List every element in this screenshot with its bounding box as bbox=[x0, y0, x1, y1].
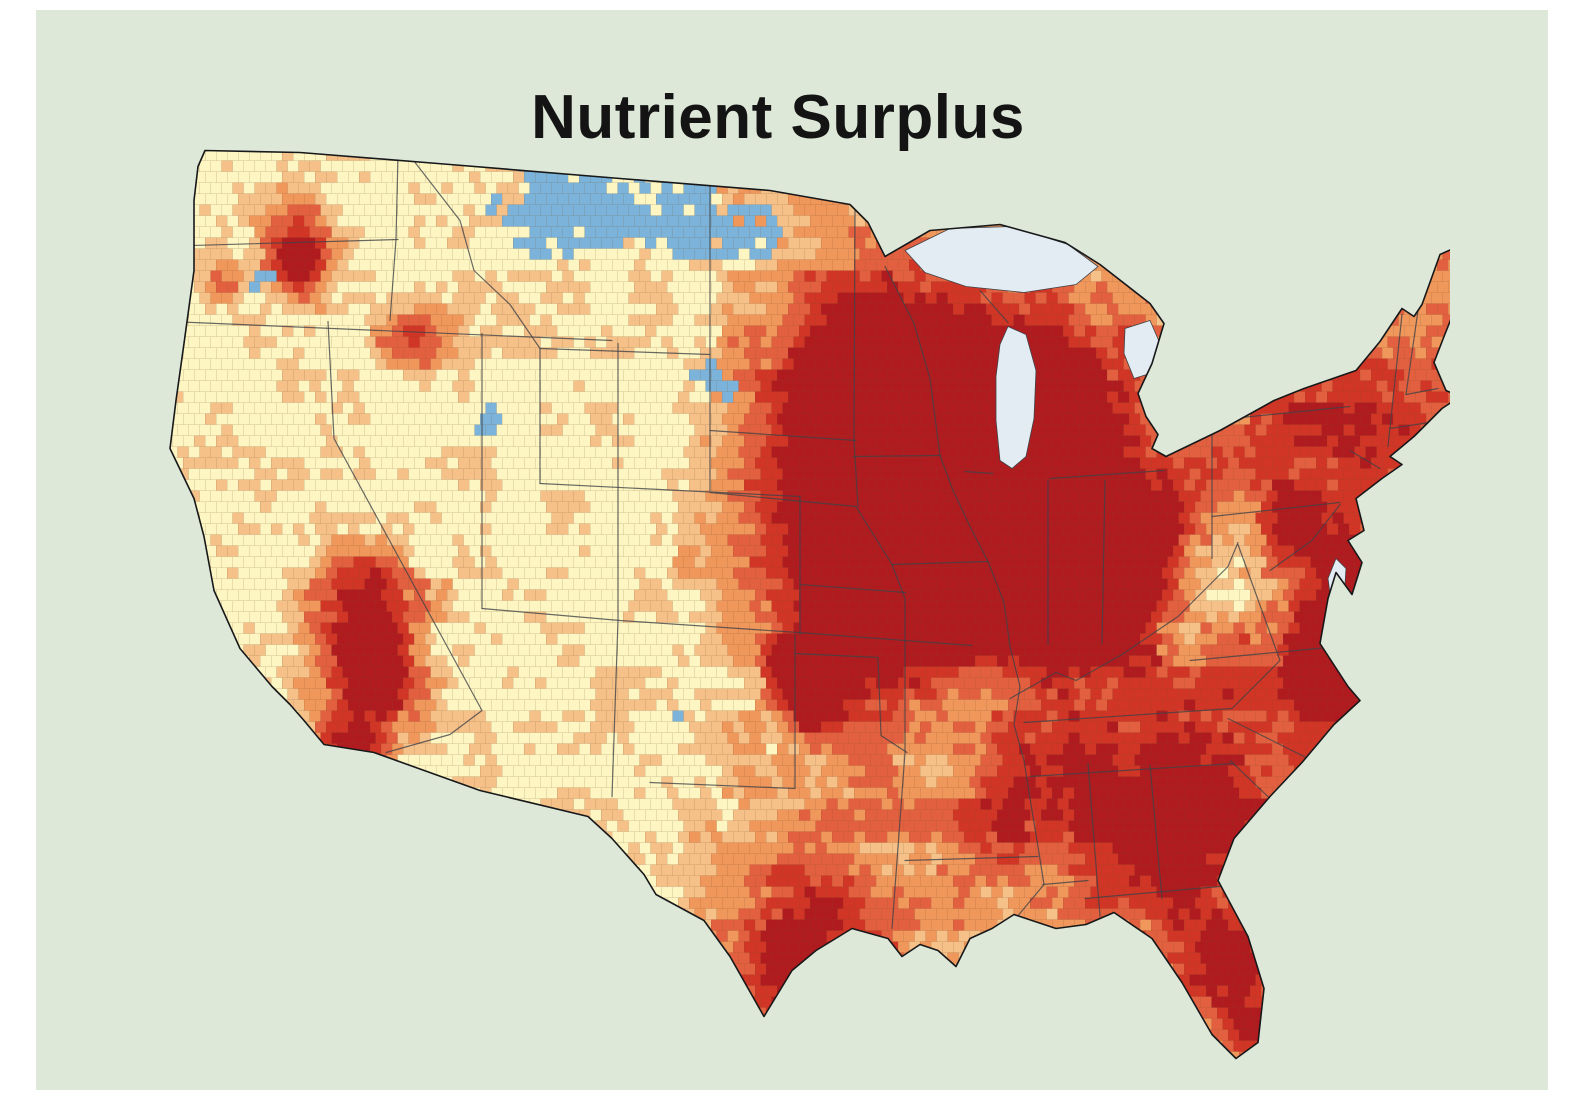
map-title: Nutrient Surplus bbox=[531, 83, 1025, 152]
map-container bbox=[150, 136, 1450, 1071]
us-outline bbox=[169, 149, 1450, 1060]
us-choropleth-map bbox=[169, 149, 1450, 1060]
county-mosaic bbox=[170, 150, 1450, 1059]
state-borders bbox=[170, 153, 1443, 946]
